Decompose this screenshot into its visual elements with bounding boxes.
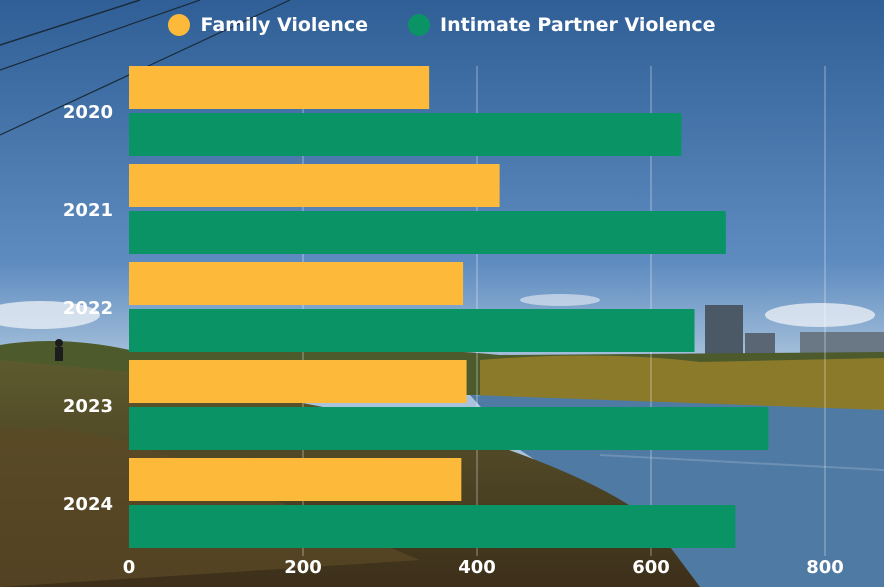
bar-family-violence-2020 — [129, 66, 430, 109]
x-tick-label-800: 800 — [806, 557, 844, 578]
y-tick-label-2022: 2022 — [63, 298, 113, 319]
x-tick-label-400: 400 — [458, 557, 496, 578]
y-tick-label-2020: 2020 — [63, 102, 113, 123]
x-tick-label-600: 600 — [632, 557, 670, 578]
legend: Family Violence Intimate Partner Violenc… — [0, 14, 884, 36]
bar-intimate-partner-violence-2021 — [129, 211, 726, 254]
legend-swatch-intimate-partner-violence — [408, 14, 431, 36]
legend-item-family-violence: Family Violence — [168, 14, 368, 36]
bar-family-violence-2024 — [129, 458, 462, 501]
legend-item-intimate-partner-violence: Intimate Partner Violence — [408, 14, 716, 36]
bar-intimate-partner-violence-2020 — [129, 113, 682, 156]
y-tick-label-2024: 2024 — [63, 494, 113, 515]
legend-label-family-violence: Family Violence — [200, 14, 369, 36]
bar-family-violence-2023 — [129, 360, 467, 403]
bar-intimate-partner-violence-2022 — [129, 309, 695, 352]
bar-intimate-partner-violence-2024 — [129, 505, 736, 548]
y-tick-label-2021: 2021 — [63, 200, 113, 221]
x-tick-label-0: 0 — [123, 557, 136, 578]
x-tick-label-200: 200 — [284, 557, 322, 578]
bar-family-violence-2021 — [129, 164, 500, 207]
bar-family-violence-2022 — [129, 262, 464, 305]
y-tick-label-2023: 2023 — [63, 396, 113, 417]
legend-label-intimate-partner-violence: Intimate Partner Violence — [440, 14, 716, 36]
bar-intimate-partner-violence-2023 — [129, 407, 769, 450]
legend-swatch-family-violence — [168, 14, 191, 36]
